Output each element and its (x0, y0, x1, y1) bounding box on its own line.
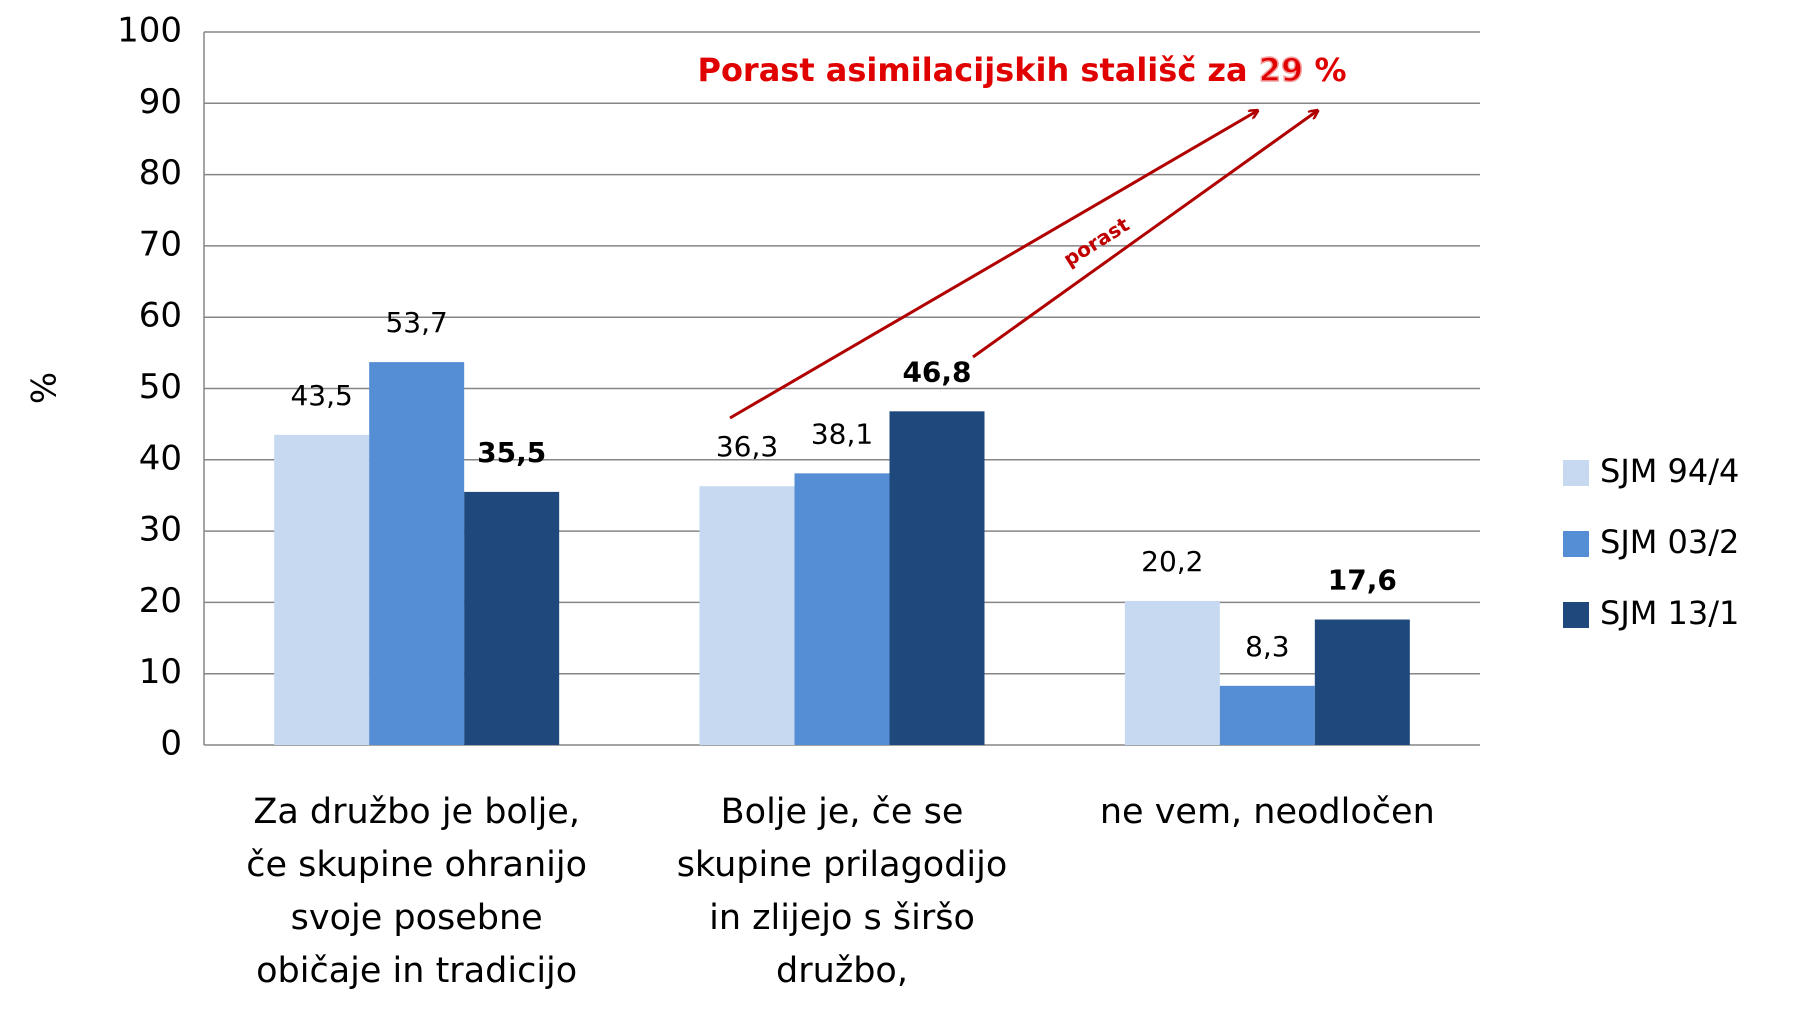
y-tick-label: 30 (139, 510, 182, 550)
y-tick-label: 0 (160, 724, 182, 764)
legend-label: SJM 03/2 (1600, 523, 1739, 561)
data-label: 35,5 (477, 436, 546, 469)
plot: 0 10 20 30 40 50 60 70 80 90 100 Za družbo je bolje… (117, 11, 1739, 992)
legend-swatch (1563, 531, 1589, 557)
data-label: 20,2 (1141, 545, 1203, 578)
data-label: 8,3 (1245, 630, 1290, 663)
legend-label: SJM 13/1 (1600, 594, 1739, 632)
y-axis-label: % (25, 372, 65, 404)
data-label: 17,6 (1328, 564, 1397, 597)
data-label: 53,7 (385, 306, 447, 339)
bar (464, 491, 560, 745)
annotation: Porast asimilacijskih stališč za 29 % (697, 51, 1346, 89)
bar (1124, 600, 1220, 745)
legend-label: SJM 94/4 (1600, 452, 1739, 490)
legend-swatch (1563, 602, 1589, 628)
data-label: 43,5 (290, 379, 352, 412)
legend-swatch (1563, 460, 1589, 486)
y-tick-label: 10 (139, 652, 182, 692)
bar (369, 362, 465, 745)
annotation-text: Porast asimilacijskih stališč za (697, 51, 1247, 89)
y-tick-label: 70 (139, 224, 182, 264)
annotation-number: 29 (1259, 51, 1304, 89)
arrow (729, 111, 1257, 420)
annotation-text: % (1314, 51, 1346, 89)
bar (1219, 685, 1315, 745)
x-tick-label: Za družbo je bolje, če skupine ohranijo sv… (246, 792, 587, 991)
bar (274, 434, 370, 745)
data-label: 36,3 (716, 430, 778, 463)
bar (699, 486, 795, 745)
bar (1314, 619, 1410, 745)
x-tick-label: Bolje je, če se skupine prilagodijo in zli… (677, 792, 1008, 991)
y-tick-label: 60 (139, 296, 182, 336)
y-tick-label: 50 (139, 367, 182, 407)
y-tick-label: 90 (139, 82, 182, 122)
y-tick-label: 20 (139, 581, 182, 621)
bar (889, 411, 985, 745)
x-tick-label: ne vem, neodločen (1100, 792, 1435, 832)
arrow (972, 111, 1317, 359)
y-tick-label: 100 (117, 11, 182, 51)
data-label: 46,8 (902, 355, 971, 388)
data-label: 38,1 (811, 417, 873, 450)
y-tick-label: 40 (139, 438, 182, 478)
bar (794, 473, 890, 745)
y-tick-label: 80 (139, 153, 182, 193)
